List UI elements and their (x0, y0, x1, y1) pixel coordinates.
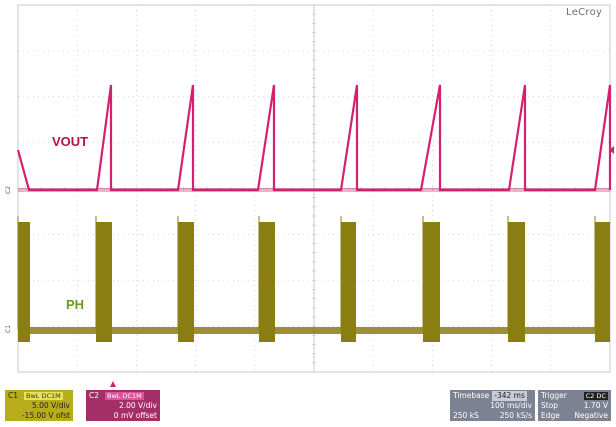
channel2-scale: 2.00 V/div (118, 401, 157, 410)
ph-burst (508, 222, 525, 342)
timebase-scale: 100 ms/div (490, 401, 532, 410)
ph-burst (259, 222, 275, 342)
trigger-level: 1.70 V (583, 401, 608, 410)
ph-label: PH (66, 297, 84, 312)
channel1-coupling: BwL DC1M (24, 392, 63, 400)
trigger-slope: Negative (574, 411, 608, 420)
c1-marker: C1 (5, 325, 12, 333)
timebase-label: Timebase (453, 391, 490, 400)
channel1-name: C1 (8, 391, 19, 400)
c2-marker: C2 (5, 186, 12, 194)
ph-baseline (18, 327, 610, 334)
channel2-coupling: BwL DC1M (105, 392, 144, 400)
timebase-panel[interactable]: Timebase -342 ms 100 ms/div 250 kS 250 kS/… (450, 390, 535, 421)
ph-burst (18, 222, 30, 342)
ph-burst (96, 222, 112, 342)
waveforms (16, 84, 612, 342)
trigger-type: Edge (541, 411, 560, 420)
channel1-scale: 5.00 V/div (31, 401, 70, 410)
channel1-offset: -15.00 V ofst (21, 411, 70, 420)
ph-burst (423, 222, 440, 342)
ph-burst (341, 222, 356, 342)
timebase-rate: 250 kS/s (499, 411, 532, 420)
trigger-panel[interactable]: Trigger C2 DC Stop 1.70 V Edge Negative (538, 390, 611, 421)
brand-logo: LeCroy (566, 7, 602, 18)
triangle-left-icon (609, 146, 614, 154)
channel2-panel[interactable]: C2 BwL DC1M 2.00 V/div 0 mV offset (86, 390, 160, 421)
trigger-label: Trigger (541, 391, 567, 400)
ph-burst (178, 222, 194, 342)
channel2-offset: 0 mV offset (113, 411, 157, 420)
channel1-panel[interactable]: C1 BwL DC1M 5.00 V/div -15.00 V ofst (5, 390, 73, 421)
trigger-mode: Stop (541, 401, 559, 410)
ph-burst (595, 222, 610, 342)
triangle-up-icon (110, 381, 116, 387)
timebase-samples: 250 kS (453, 411, 479, 420)
trigger-channel: C2 DC (583, 392, 608, 400)
vout-label: VOUT (52, 134, 88, 149)
vout-trace (16, 84, 612, 192)
channel2-name: C2 (89, 391, 100, 400)
timebase-delay: -342 ms (492, 391, 527, 401)
